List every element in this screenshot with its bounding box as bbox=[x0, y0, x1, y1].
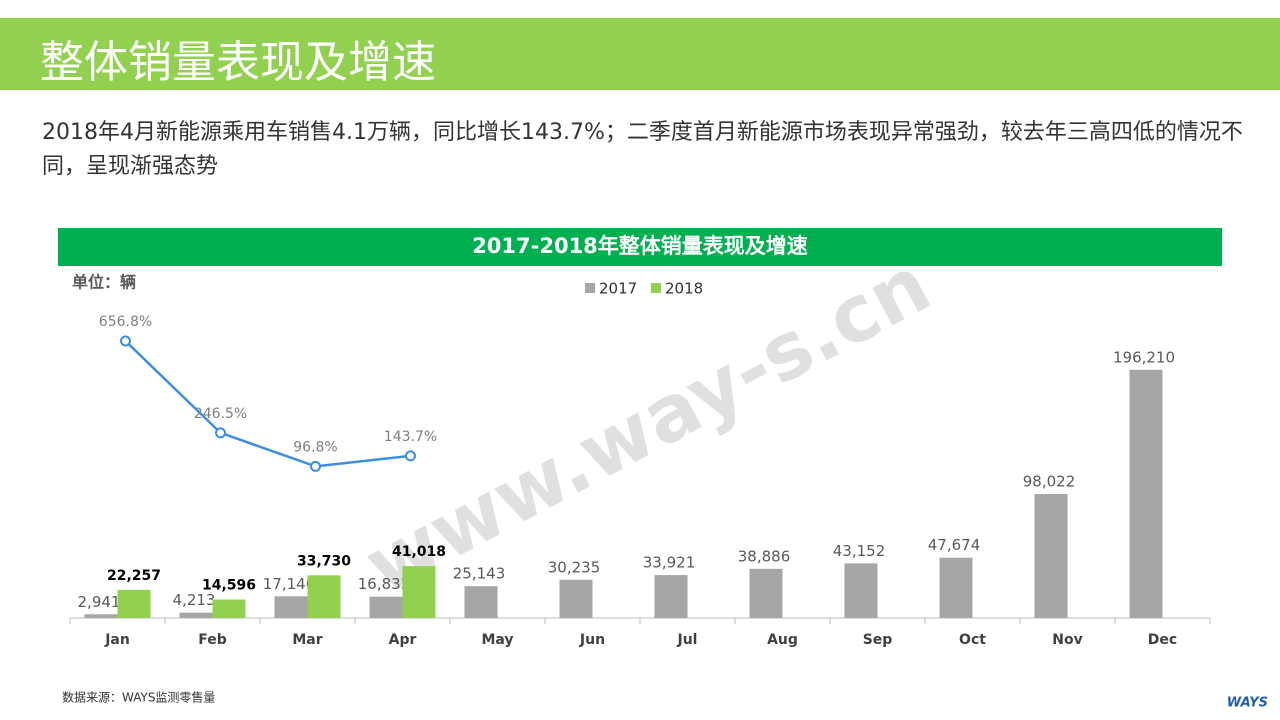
data-label: 196,210 bbox=[1113, 348, 1175, 366]
x-tick-label: Apr bbox=[389, 632, 417, 648]
data-label: 33,730 bbox=[297, 553, 351, 569]
growth-line bbox=[124, 340, 411, 468]
data-label: 98,022 bbox=[1023, 473, 1076, 491]
header-band: 整体销量表现及增速 bbox=[0, 18, 1280, 90]
data-label: 41,018 bbox=[392, 544, 446, 560]
legend-swatch bbox=[585, 283, 595, 293]
source: 数据来源：WAYS监测零售量 bbox=[62, 690, 215, 705]
data-label: 2,941 bbox=[78, 593, 121, 611]
bar bbox=[844, 563, 878, 618]
x-tick-label: Sep bbox=[863, 632, 893, 648]
bar bbox=[369, 596, 403, 618]
bar bbox=[1034, 494, 1068, 618]
growth-point bbox=[310, 460, 321, 472]
unit-label: 单位：辆 bbox=[72, 273, 136, 292]
x-tick-label: Nov bbox=[1052, 632, 1082, 648]
bar bbox=[559, 579, 593, 618]
x-tick-label: Jun bbox=[579, 632, 605, 648]
data-label: 30,235 bbox=[548, 558, 601, 576]
data-label: 4,213 bbox=[173, 591, 216, 609]
bar bbox=[84, 614, 118, 618]
growth-label: 143.7% bbox=[384, 429, 437, 445]
bar bbox=[179, 612, 213, 618]
growth-label: 656.8% bbox=[99, 314, 152, 330]
bar bbox=[402, 566, 436, 618]
chart-title: 2017-2018年整体销量表现及增速 bbox=[472, 234, 808, 258]
x-tick-label: Dec bbox=[1148, 632, 1177, 648]
data-label: 38,886 bbox=[738, 547, 791, 565]
data-label: 33,921 bbox=[643, 554, 696, 572]
bar bbox=[212, 599, 246, 618]
x-tick-label: Feb bbox=[198, 632, 227, 648]
x-tick-label: May bbox=[481, 632, 513, 648]
x-tick-label: Jul bbox=[677, 632, 698, 648]
x-tick-label: Oct bbox=[959, 632, 986, 648]
growth-point bbox=[120, 335, 131, 347]
legend-swatch bbox=[651, 283, 661, 293]
bar bbox=[464, 586, 498, 618]
x-tick-label: Aug bbox=[767, 632, 798, 648]
legend-label: 2017 bbox=[599, 280, 637, 298]
data-label: 14,596 bbox=[202, 578, 256, 594]
data-label: 17,140 bbox=[263, 575, 316, 593]
data-label: 43,152 bbox=[833, 542, 886, 560]
logo: WAYS bbox=[1227, 696, 1268, 711]
growth-label: 96.8% bbox=[293, 439, 337, 455]
growth-label: 246.5% bbox=[194, 406, 247, 422]
growth-point bbox=[405, 450, 416, 462]
data-label: 16,832 bbox=[358, 575, 411, 593]
legend-label: 2018 bbox=[665, 280, 703, 298]
x-tick-label: Mar bbox=[292, 632, 322, 648]
bar bbox=[307, 575, 341, 618]
bar bbox=[749, 568, 783, 618]
bar bbox=[1129, 369, 1163, 618]
header-title: 整体销量表现及增速 bbox=[40, 37, 436, 88]
growth-point bbox=[215, 427, 226, 439]
x-tick-label: Jan bbox=[104, 632, 130, 648]
chart-title-bar bbox=[58, 228, 1222, 266]
data-label: 47,674 bbox=[928, 536, 981, 554]
bar bbox=[939, 557, 973, 618]
data-label: 22,257 bbox=[107, 568, 161, 584]
bar bbox=[117, 589, 151, 618]
description: 2018年4月新能源乘用车销售4.1万辆，同比增长143.7%；二季度首月新能源… bbox=[42, 120, 1243, 179]
bar bbox=[654, 575, 688, 618]
data-label: 25,143 bbox=[453, 565, 506, 583]
bar bbox=[274, 596, 308, 618]
